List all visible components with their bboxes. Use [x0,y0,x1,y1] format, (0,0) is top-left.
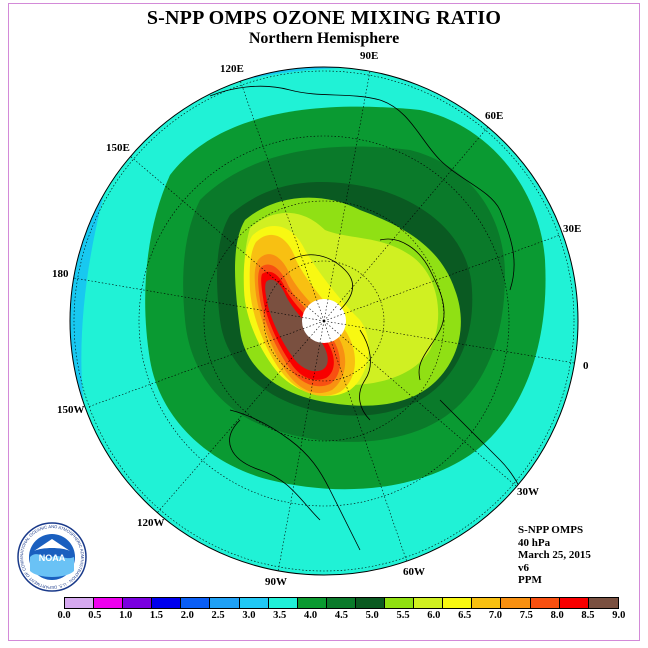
colorbar-swatch [385,598,415,608]
lon-label-60e: 60E [485,110,504,122]
colorbar-swatch [181,598,211,608]
colorbar-tick-label: 0.0 [57,610,71,621]
lon-label-90e: 90E [360,50,379,62]
figure-frame [8,3,640,641]
logo-text: NOAA [39,553,66,563]
colorbar-ticks: 0.0 0.5 1.0 1.5 2.0 2.5 3.0 3.5 4.0 4.5 5.0 5.5 6.0 6… [50,610,625,624]
colorbar-tick-label: 3.5 [273,610,287,621]
colorbar-swatch [123,598,153,608]
lon-label-150e: 150E [106,142,130,154]
lon-label-30w: 30W [517,486,539,498]
colorbar-tick-label: 0.5 [88,610,102,621]
ozone-field [70,67,578,575]
lon-label-30e: 30E [563,223,582,235]
page-title: S-NPP OMPS OZONE MIXING RATIO [146,7,502,29]
units-label: PPM [518,574,542,586]
colorbar-swatch [443,598,473,608]
colorbar-swatch [297,598,327,608]
colorbar-tick-label: 1.0 [119,610,133,621]
colorbar-swatch [530,598,560,608]
colorbar-tick-label: 6.5 [458,610,472,621]
lon-label-150w: 150W [57,404,85,416]
colorbar-swatch [239,598,269,608]
lon-label-120w: 120W [137,517,165,529]
graticule [73,70,575,573]
colorbar-swatch [94,598,124,608]
colorbar-swatch [65,598,95,608]
colorbar-tick-label: 1.5 [149,610,164,621]
colorbar-swatch [472,598,502,608]
colorbar-tick-label: 5.0 [365,610,379,621]
noaa-logo: NATIONAL OCEANIC AND ATMOSPHERIC ADMINIS… [16,521,87,592]
map-border [69,66,579,576]
lon-label-120e: 120E [220,63,244,75]
colorbar-swatch [152,598,182,608]
colorbar-tick-label: 8.0 [550,610,564,621]
colorbar-tick-label: 2.5 [211,610,225,621]
colorbar-tick-label: 7.5 [519,610,533,621]
date-label: March 25, 2015 [518,549,591,561]
version-label: v6 [518,561,529,574]
colorbar-tick-label: 4.5 [334,610,348,621]
lon-label-90w: 90W [265,576,287,588]
colorbar-tick-label: 2.0 [180,610,194,621]
colorbar [64,597,619,609]
coastlines [209,85,526,551]
colorbar-swatch [326,598,356,608]
colorbar-tick-label: 3.0 [242,610,256,621]
colorbar-tick-label: 7.0 [488,610,503,621]
info-block: S-NPP OMPS 40 hPa March 25, 2015 v6 PPM [518,524,591,587]
page-subtitle: Northern Hemisphere [248,30,400,47]
lon-label-0: 0 [583,360,589,372]
colorbar-swatch [210,598,240,608]
colorbar-swatch [414,598,444,608]
colorbar-swatch [559,598,589,608]
colorbar-tick-label: 5.5 [396,610,410,621]
colorbar-tick-label: 4.0 [304,610,318,621]
lon-label-180: 180 [52,268,69,280]
colorbar-tick-label: 6.0 [427,610,441,621]
lon-label-60w: 60W [403,566,425,578]
colorbar-swatch [501,598,531,608]
instrument-label: S-NPP OMPS [518,524,584,536]
colorbar-swatch [588,598,618,608]
colorbar-tick-label: 8.5 [581,610,595,621]
colorbar-tick-label: 9.0 [612,610,626,621]
pressure-level-label: 40 hPa [518,536,551,549]
colorbar-swatch [355,598,386,608]
colorbar-swatch [268,598,298,608]
